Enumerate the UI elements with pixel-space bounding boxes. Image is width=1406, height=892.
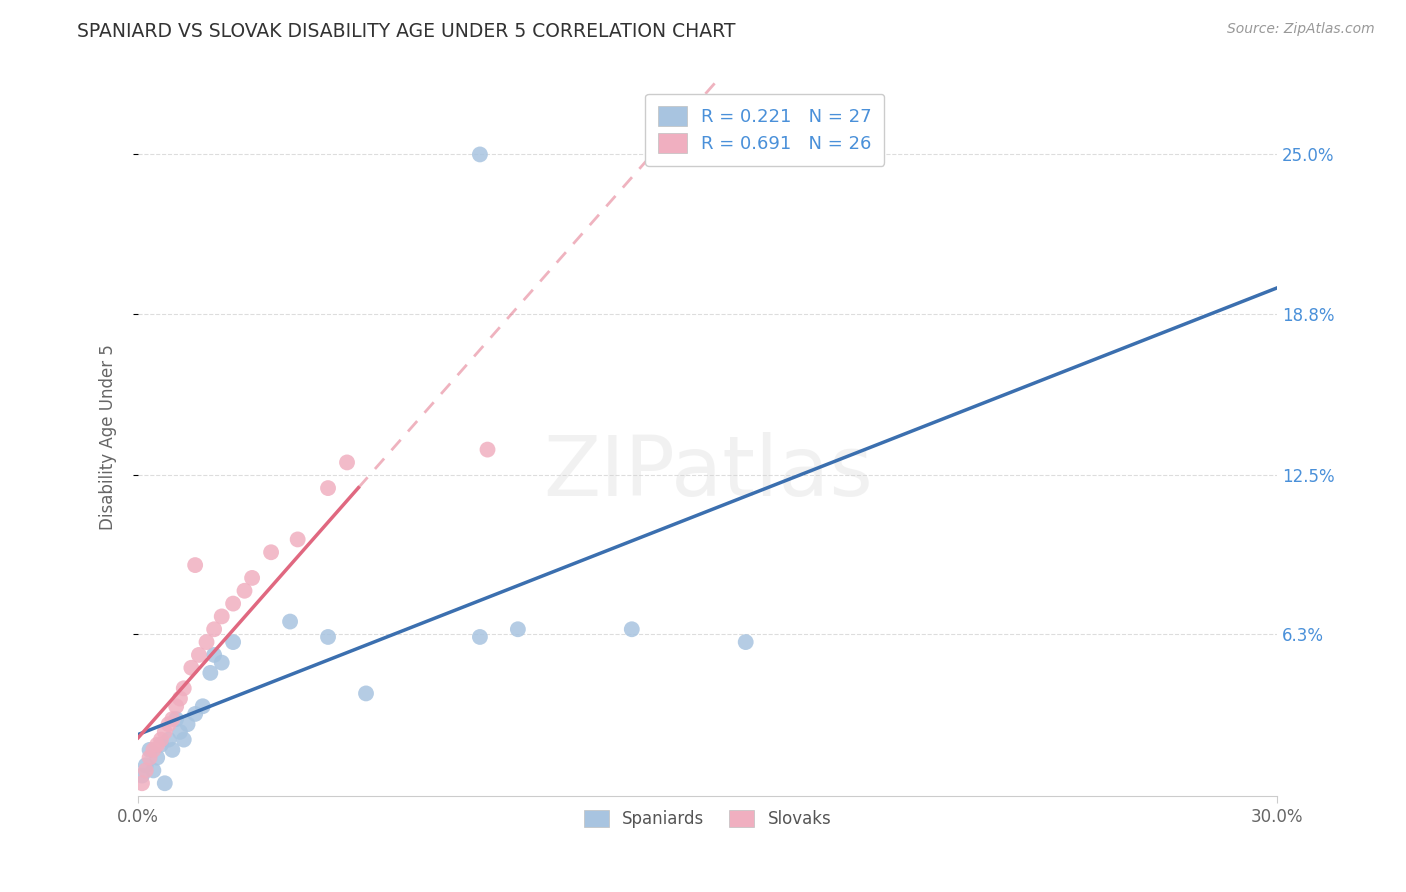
Point [187, 648, 209, 662]
Point [149, 738, 172, 752]
Point [169, 691, 191, 706]
Point [157, 732, 180, 747]
Point [468, 147, 491, 161]
Point [202, 622, 225, 636]
Point [202, 648, 225, 662]
Point [180, 661, 202, 675]
Point [142, 764, 165, 778]
Point [278, 615, 301, 629]
Point [149, 732, 172, 747]
Y-axis label: Disability Age Under 5: Disability Age Under 5 [100, 343, 117, 530]
Point [233, 583, 256, 598]
Point [287, 533, 309, 547]
Point [468, 630, 491, 644]
Point [135, 764, 157, 778]
Point [211, 609, 233, 624]
Point [354, 686, 377, 700]
Point [240, 571, 263, 585]
Point [200, 665, 222, 680]
Point [191, 699, 214, 714]
Point [169, 725, 191, 739]
Point [195, 635, 218, 649]
Point [316, 630, 339, 644]
Point [184, 706, 207, 721]
Point [734, 635, 756, 649]
Point [146, 750, 169, 764]
Point [173, 681, 195, 696]
Text: Source: ZipAtlas.com: Source: ZipAtlas.com [1227, 22, 1375, 37]
Point [146, 738, 169, 752]
Point [620, 622, 643, 636]
Point [211, 656, 233, 670]
Point [477, 442, 499, 457]
Point [316, 481, 339, 495]
Point [131, 768, 153, 782]
Point [153, 725, 176, 739]
Point [176, 717, 198, 731]
Legend: Spaniards, Slovaks: Spaniards, Slovaks [578, 803, 838, 835]
Point [222, 635, 245, 649]
Point [162, 712, 184, 726]
Text: SPANIARD VS SLOVAK DISABILITY AGE UNDER 5 CORRELATION CHART: SPANIARD VS SLOVAK DISABILITY AGE UNDER … [77, 22, 735, 41]
Point [131, 776, 153, 790]
Point [162, 743, 184, 757]
Point [336, 455, 359, 469]
Text: ZIPatlas: ZIPatlas [543, 433, 873, 513]
Point [173, 732, 195, 747]
Point [157, 717, 180, 731]
Point [138, 743, 160, 757]
Point [222, 597, 245, 611]
Point [260, 545, 283, 559]
Point [184, 558, 207, 573]
Point [138, 750, 160, 764]
Point [165, 712, 187, 726]
Point [165, 699, 187, 714]
Point [506, 622, 529, 636]
Point [142, 743, 165, 757]
Point [135, 758, 157, 772]
Point [153, 776, 176, 790]
